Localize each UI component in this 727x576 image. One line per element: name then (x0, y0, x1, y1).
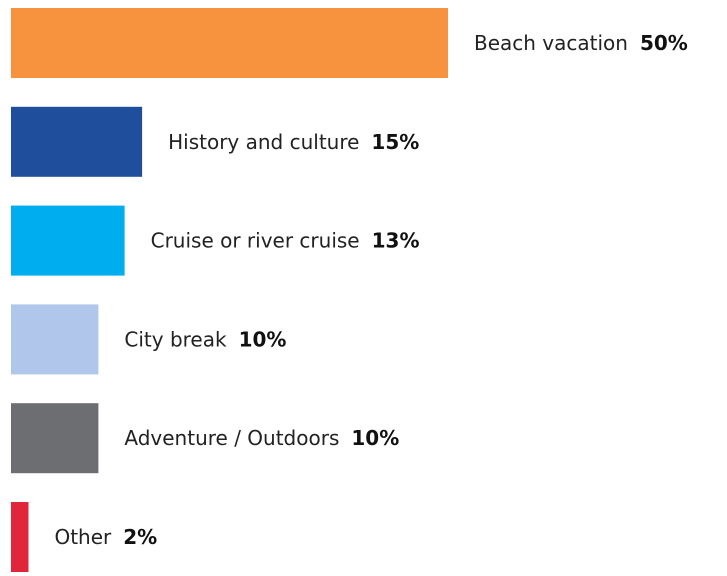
bar-label: History and culture 15% (168, 129, 419, 153)
value-label: 10% (351, 426, 399, 450)
bar-label: Beach vacation 50% (474, 31, 688, 55)
bar (11, 502, 29, 572)
category-label: City break (124, 327, 227, 351)
bar (11, 8, 448, 78)
category-label: History and culture (168, 129, 359, 153)
bar (11, 106, 143, 177)
bar-label: Adventure / Outdoors 10% (124, 426, 399, 450)
value-label: 2% (123, 525, 157, 549)
value-label: 50% (640, 31, 688, 55)
bar (11, 205, 125, 276)
bar-label: Cruise or river cruise 13% (151, 228, 420, 252)
category-label: Cruise or river cruise (151, 228, 360, 252)
category-label: Other (54, 525, 112, 549)
value-label: 13% (372, 228, 420, 252)
category-label: Beach vacation (474, 31, 628, 55)
category-label: Adventure / Outdoors (124, 426, 339, 450)
bar-label: City break 10% (124, 327, 286, 351)
value-label: 10% (239, 327, 287, 351)
bar (11, 403, 99, 474)
bar-label: Other 2% (54, 525, 157, 549)
bar (11, 304, 99, 375)
value-label: 15% (371, 129, 419, 153)
